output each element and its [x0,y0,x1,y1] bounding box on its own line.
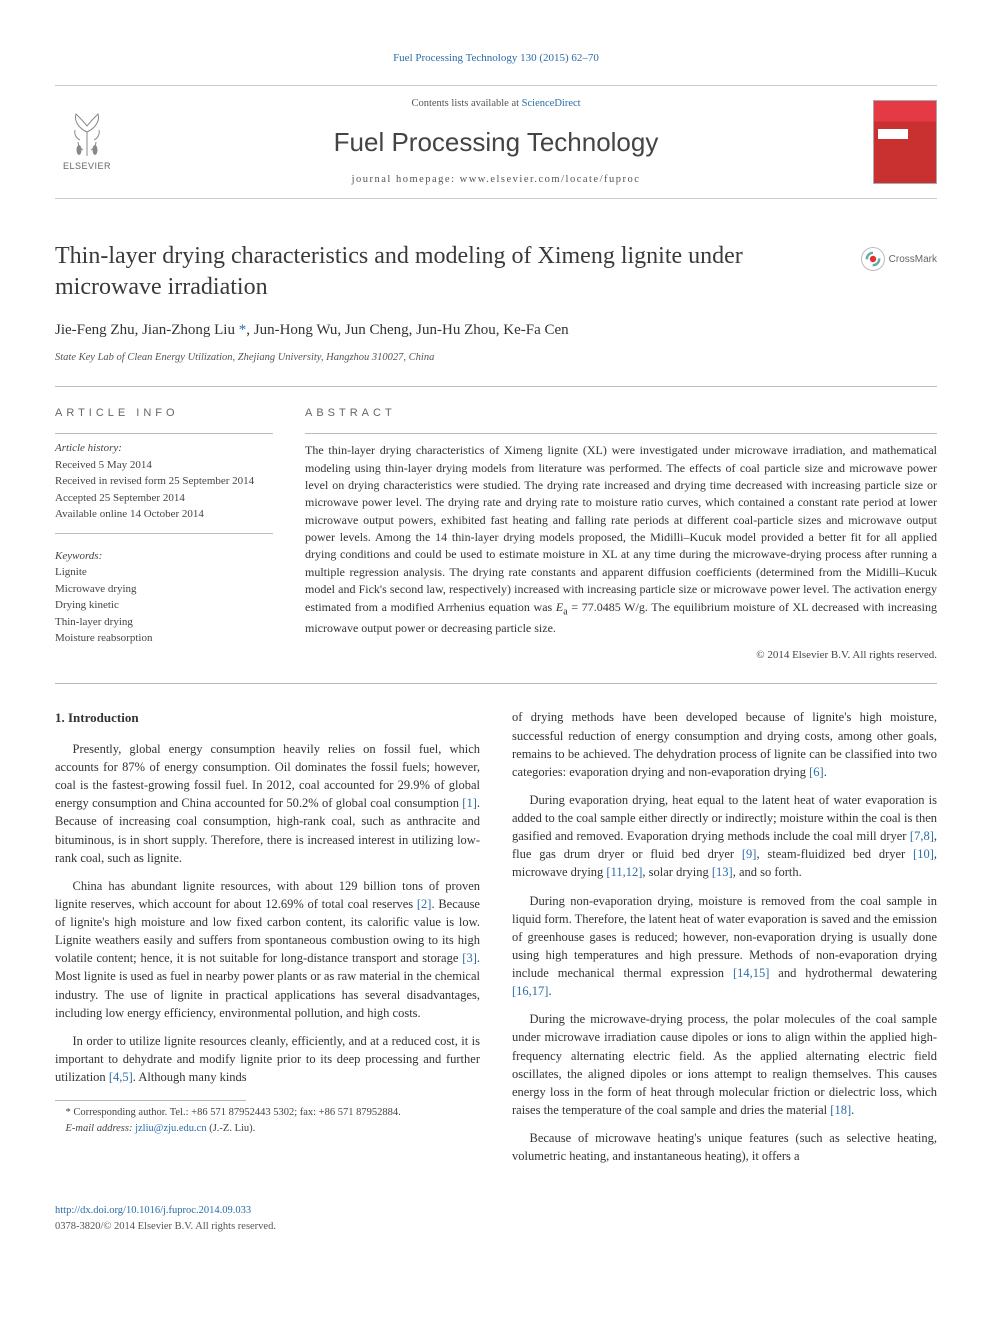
keyword: Moisture reabsorption [55,630,273,647]
body-left-column: 1. Introduction Presently, global energy… [55,708,480,1175]
email-link[interactable]: jzliu@zju.edu.cn [135,1123,206,1134]
footnote-rule [55,1100,246,1101]
sciencedirect-link[interactable]: ScienceDirect [522,98,581,109]
citation-ref[interactable]: [16,17] [512,984,548,998]
keyword: Thin-layer drying [55,614,273,631]
corresponding-author-footnote: * Corresponding author. Tel.: +86 571 87… [55,1105,480,1121]
crossmark-badge[interactable]: CrossMark [861,247,937,271]
paragraph: During evaporation drying, heat equal to… [512,791,937,882]
citation-ref[interactable]: [14,15] [733,966,769,980]
keyword: Lignite [55,564,273,581]
article-info-heading: article info [55,405,273,422]
history-line: Accepted 25 September 2014 [55,490,273,507]
history-line: Received in revised form 25 September 20… [55,473,273,490]
article-history-label: Article history: [55,440,273,457]
citation-ref[interactable]: [7,8] [910,829,934,843]
journal-header: ELSEVIER Contents lists available at Sci… [55,85,937,200]
abstract-copyright: © 2014 Elsevier B.V. All rights reserved… [305,647,937,664]
citation-ref[interactable]: [13] [712,865,733,879]
paragraph: of drying methods have been developed be… [512,708,937,781]
email-owner: (J.-Z. Liu). [209,1123,255,1134]
page: Fuel Processing Technology 130 (2015) 62… [0,0,992,1275]
journal-homepage-line: journal homepage: www.elsevier.com/locat… [139,172,853,188]
email-label: E-mail address: [66,1123,133,1134]
elsevier-wordmark: ELSEVIER [63,160,111,174]
citation-ref[interactable]: [11,12] [606,865,642,879]
page-footer: http://dx.doi.org/10.1016/j.fuproc.2014.… [55,1203,937,1235]
citation-ref[interactable]: [18] [830,1103,851,1117]
abstract-heading: abstract [305,405,937,422]
contents-lists-line: Contents lists available at ScienceDirec… [139,96,853,112]
authors-line: Jie-Feng Zhu, Jian-Zhong Liu *, Jun-Hong… [55,319,937,342]
paragraph: Because of microwave heating's unique fe… [512,1129,937,1165]
history-line: Available online 14 October 2014 [55,506,273,523]
journal-cover-thumbnail [873,100,937,184]
history-line: Received 5 May 2014 [55,457,273,474]
homepage-url[interactable]: www.elsevier.com/locate/fuproc [460,174,641,185]
keywords-label: Keywords: [55,548,273,565]
homepage-prefix: journal homepage: [352,174,460,185]
article-title: Thin-layer drying characteristics and mo… [55,241,841,303]
journal-title: Fuel Processing Technology [139,123,853,162]
info-abstract-row: article info Article history: Received 5… [55,405,937,664]
abstract-column: abstract The thin-layer drying character… [305,405,937,664]
elsevier-logo: ELSEVIER [55,106,119,178]
divider [55,683,937,684]
affiliation: State Key Lab of Clean Energy Utilizatio… [55,350,937,366]
contents-prefix: Contents lists available at [411,98,521,109]
authors-text: Jie-Feng Zhu, Jian-Zhong Liu *, Jun-Hong… [55,322,569,338]
article-info-column: article info Article history: Received 5… [55,405,273,664]
elsevier-tree-icon [60,110,114,158]
citation-ref[interactable]: [2] [417,897,432,911]
issn-copyright: 0378-3820/© 2014 Elsevier B.V. All right… [55,1219,937,1235]
citation-ref[interactable]: [1] [462,796,477,810]
citation-ref[interactable]: [4,5] [109,1070,133,1084]
citation-ref[interactable]: [6] [809,765,824,779]
citation-anchor[interactable]: Fuel Processing Technology 130 (2015) 62… [393,52,599,64]
abstract-text: The thin-layer drying characteristics of… [305,442,937,637]
paragraph: China has abundant lignite resources, wi… [55,877,480,1022]
paragraph: During the microwave-drying process, the… [512,1010,937,1119]
citation-ref[interactable]: [9] [742,847,757,861]
paragraph: During non-evaporation drying, moisture … [512,892,937,1001]
journal-citation-link[interactable]: Fuel Processing Technology 130 (2015) 62… [55,50,937,67]
citation-ref[interactable]: [3] [462,951,477,965]
crossmark-label: CrossMark [889,252,937,267]
citation-ref[interactable]: [10] [913,847,934,861]
header-center: Contents lists available at ScienceDirec… [119,96,873,189]
divider [55,386,937,387]
title-row: Thin-layer drying characteristics and mo… [55,241,937,303]
body-right-column: of drying methods have been developed be… [512,708,937,1175]
section-heading: 1. Introduction [55,708,480,728]
email-footnote: E-mail address: jzliu@zju.edu.cn (J.-Z. … [55,1121,480,1137]
keyword: Microwave drying [55,581,273,598]
paragraph: Presently, global energy consumption hea… [55,740,480,867]
crossmark-icon [861,247,885,271]
body-columns: 1. Introduction Presently, global energy… [55,708,937,1175]
paragraph: In order to utilize lignite resources cl… [55,1032,480,1086]
corresponding-star[interactable]: * [239,322,247,338]
doi-link[interactable]: http://dx.doi.org/10.1016/j.fuproc.2014.… [55,1205,251,1216]
keyword: Drying kinetic [55,597,273,614]
